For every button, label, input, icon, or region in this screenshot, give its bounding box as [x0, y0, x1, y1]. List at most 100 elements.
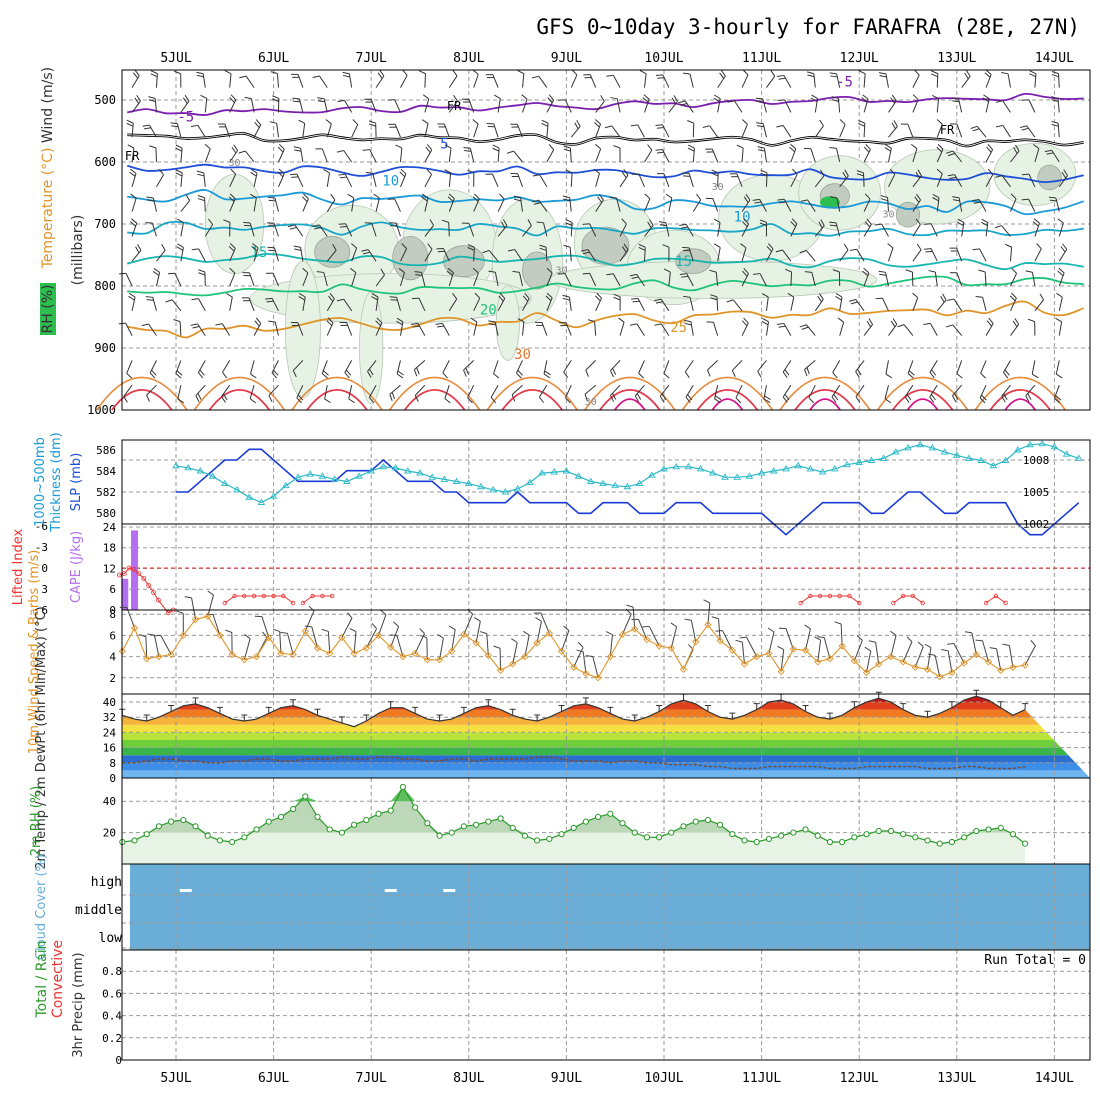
- wind-barb: [936, 173, 943, 187]
- wind-barb: [766, 248, 774, 262]
- wind-barb-feather: [906, 636, 913, 643]
- wind-barb: [248, 272, 255, 287]
- wind-barb: [636, 323, 645, 336]
- wind-barb-feather: [298, 296, 305, 301]
- wind-barb: [511, 384, 523, 396]
- wind-barb: [863, 198, 871, 212]
- wind-barb: [176, 123, 182, 138]
- wind-barb: [953, 298, 963, 312]
- wind-barb: [326, 322, 334, 336]
- wind-barb: [125, 322, 133, 336]
- wind-barb-feather: [820, 169, 825, 177]
- wind-barb: [268, 384, 279, 396]
- thickness-point: [648, 471, 656, 478]
- wind-barb: [685, 384, 694, 398]
- wind-barb-feather: [629, 323, 638, 326]
- wind-barb-feather: [800, 199, 808, 202]
- wind-barb-feather: [267, 196, 275, 199]
- wind-barb-feather: [928, 270, 936, 273]
- lifted-index-point: [156, 597, 161, 603]
- wind-barb: [936, 299, 947, 312]
- wind-barb: [956, 247, 963, 262]
- wind-barb-feather: [151, 369, 157, 376]
- isotherm-label: 25: [670, 320, 687, 336]
- wind-barb: [546, 123, 549, 138]
- wind-barb-feather: [770, 70, 776, 77]
- wind-barb-feather: [889, 168, 896, 175]
- wind-barb-feather: [817, 295, 822, 303]
- thickness-point: [391, 463, 400, 471]
- wind-barb-feather: [161, 243, 166, 251]
- thickness-point: [1026, 440, 1034, 448]
- wind-barb-feather: [369, 123, 376, 127]
- wind-barb-feather: [768, 243, 774, 250]
- wind-speed-point: [826, 655, 834, 663]
- wind-barb: [451, 629, 456, 652]
- wind-barb: [692, 199, 702, 212]
- wind-barb: [689, 297, 694, 311]
- wind-barb: [204, 148, 211, 163]
- wind-barb-feather: [1021, 198, 1029, 201]
- thickness-point: [806, 465, 815, 472]
- isotherm: [127, 92, 1084, 116]
- wind-barb: [396, 635, 404, 657]
- wind-barb: [180, 148, 183, 163]
- wind-barb: [516, 124, 523, 138]
- wind-barb-feather: [662, 244, 670, 248]
- wind-barb-feather: [856, 635, 863, 641]
- wind-barb: [790, 223, 798, 237]
- wind-barb: [203, 172, 206, 187]
- wind-barb-feather: [517, 318, 525, 323]
- wind-barb-feather: [351, 243, 357, 249]
- temp-minmax-bar: [338, 716, 345, 723]
- wind-barb: [473, 297, 481, 312]
- wind-barb-feather: [687, 147, 695, 152]
- wind-barb-feather: [563, 148, 571, 152]
- wind-barb: [888, 174, 896, 188]
- wind-speed-point: [716, 637, 724, 645]
- wind-barb-feather: [273, 369, 279, 376]
- wind-barb: [784, 99, 792, 113]
- wind-barb: [644, 225, 654, 237]
- temp-minmax-bar: [460, 706, 467, 714]
- isotherm-inner: [127, 132, 1084, 147]
- wind-barb: [855, 299, 865, 312]
- rh-point: [643, 834, 651, 841]
- wind-barb: [522, 298, 530, 312]
- upper-air-panel: 5006007008009001000-5-551010151520253030…: [87, 69, 1091, 417]
- wind-barb-feather: [1009, 295, 1016, 302]
- wind-barb-feather: [868, 640, 876, 643]
- wind-barb: [318, 224, 328, 237]
- wind-barb-feather: [522, 630, 530, 636]
- wind-barb-feather: [1051, 96, 1059, 99]
- wind-barb-feather: [196, 71, 204, 75]
- wind-barb-feather: [776, 322, 785, 326]
- wind-barb: [587, 249, 597, 262]
- wind-barb-feather: [584, 394, 588, 402]
- isotherm-35: [111, 388, 173, 411]
- wind-barb-feather: [924, 248, 932, 250]
- wind-barb-feather: [517, 369, 523, 376]
- wind-barb: [632, 607, 636, 630]
- wind-barb: [195, 384, 206, 396]
- wind-barb: [343, 298, 353, 312]
- isotherm-35: [794, 388, 856, 411]
- wind-barb-feather: [565, 222, 573, 226]
- wind-barb: [885, 272, 889, 287]
- wind-barb-feather: [681, 275, 689, 278]
- wind-barb: [862, 172, 865, 187]
- wind-barb: [717, 247, 721, 262]
- wind-barb-feather: [981, 394, 987, 401]
- wind-barb: [351, 272, 357, 287]
- thickness-point: [428, 473, 436, 480]
- wind-barb: [180, 172, 183, 187]
- wind-barb: [155, 272, 161, 287]
- wind-barb-feather: [687, 120, 694, 124]
- wind-barb-feather: [789, 146, 796, 153]
- wind-barb: [348, 385, 353, 399]
- wind-barb-feather: [268, 395, 273, 402]
- wind-barb-feather: [314, 226, 322, 230]
- wind-barb-feather: [298, 293, 306, 298]
- wind-barb: [512, 642, 518, 665]
